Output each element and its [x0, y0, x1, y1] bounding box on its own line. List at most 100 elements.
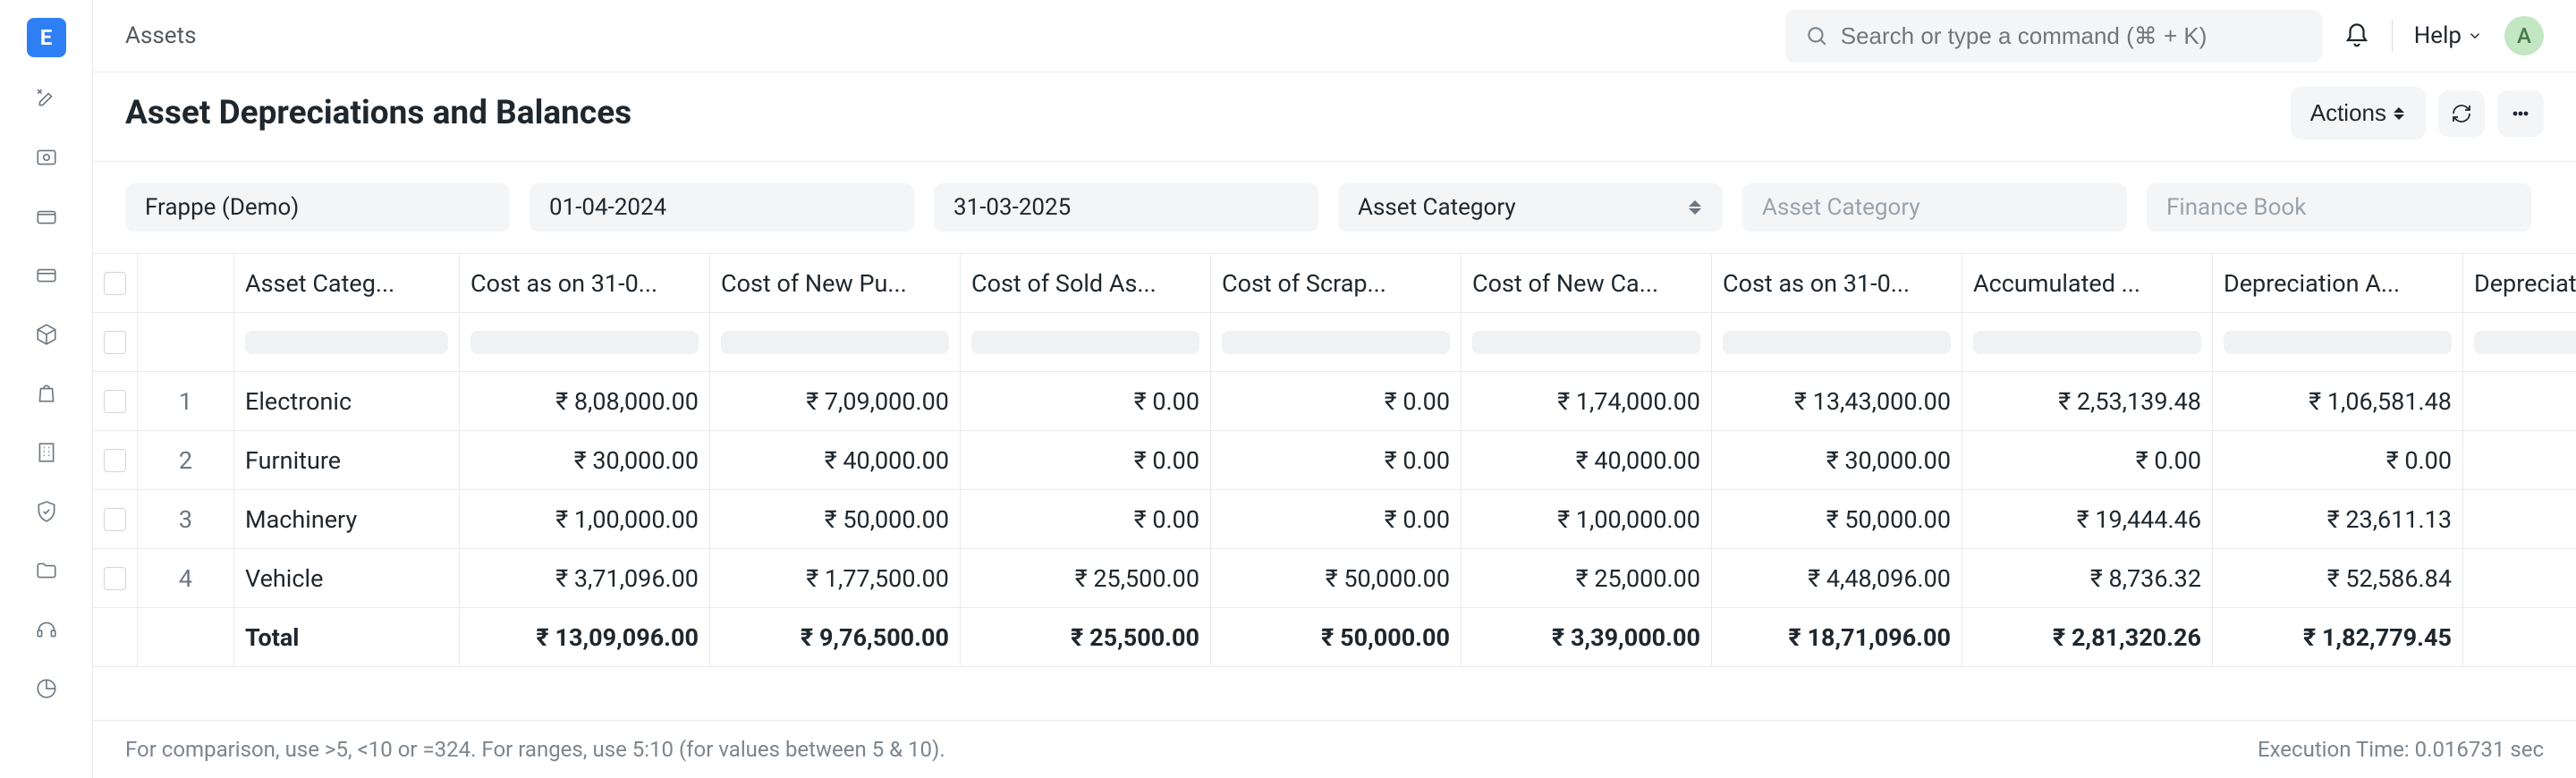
actions-button[interactable]: Actions — [2291, 87, 2426, 140]
rownum — [138, 313, 234, 372]
table-cell[interactable]: ₹ 0.00 — [1211, 490, 1462, 549]
filter-cell[interactable] — [1211, 313, 1462, 372]
total-cell: ₹ 25,500.00 — [961, 608, 1211, 667]
table-cell[interactable]: Furniture — [234, 431, 460, 490]
shield-icon[interactable] — [29, 494, 64, 529]
table-cell[interactable]: ₹ 0.00 — [2213, 431, 2463, 490]
breadcrumb[interactable]: Assets — [125, 22, 197, 49]
filter-cell[interactable] — [710, 313, 961, 372]
group-by-filter[interactable]: Asset Category — [1338, 183, 1723, 232]
table-cell[interactable]: ₹ 2,53,139.48 — [1962, 372, 2213, 431]
to-date-filter[interactable]: 31-03-2025 — [934, 183, 1318, 232]
wallet-icon[interactable] — [29, 199, 64, 234]
building-icon[interactable] — [29, 435, 64, 470]
table-cell[interactable]: ₹ 3,71,096.00 — [460, 549, 710, 608]
table-cell[interactable]: ₹ 0.00 — [1211, 372, 1462, 431]
table-cell[interactable]: ₹ 1,00,000.00 — [1462, 490, 1712, 549]
column-header[interactable]: Cost as on 31-0... — [1712, 254, 1962, 313]
header-checkbox[interactable] — [93, 254, 138, 313]
table-cell[interactable]: ₹ 50,000.00 — [710, 490, 961, 549]
refresh-button[interactable] — [2438, 90, 2485, 137]
column-header[interactable]: Accumulated ... — [1962, 254, 2213, 313]
table-cell[interactable]: ₹ 50,000.00 — [1211, 549, 1462, 608]
row-checkbox[interactable] — [93, 549, 138, 608]
column-header[interactable]: Depreciation Elimi... — [2463, 254, 2576, 313]
row-checkbox[interactable] — [93, 431, 138, 490]
column-header[interactable]: Cost of Scrap... — [1211, 254, 1462, 313]
table-cell[interactable] — [2463, 549, 2576, 608]
bell-icon[interactable] — [2343, 22, 2370, 49]
headset-icon[interactable] — [29, 612, 64, 647]
filter-cell[interactable] — [1712, 313, 1962, 372]
table-cell[interactable]: ₹ 0.00 — [961, 431, 1211, 490]
table-cell[interactable]: ₹ 1,77,500.00 — [710, 549, 961, 608]
filter-cell[interactable] — [2213, 313, 2463, 372]
table-cell[interactable]: ₹ 7,09,000.00 — [710, 372, 961, 431]
table-cell[interactable] — [2463, 431, 2576, 490]
filter-cell[interactable] — [1462, 313, 1712, 372]
table-cell[interactable]: ₹ 30,000.00 — [1712, 431, 1962, 490]
table-cell[interactable]: Machinery — [234, 490, 460, 549]
filter-cell[interactable] — [234, 313, 460, 372]
filters: Frappe (Demo) 01-04-2024 31-03-2025 Asse… — [93, 162, 2576, 254]
table-cell[interactable]: ₹ 25,000.00 — [1462, 549, 1712, 608]
column-header[interactable]: Cost of Sold As... — [961, 254, 1211, 313]
column-header[interactable]: Depreciation A... — [2213, 254, 2463, 313]
table-cell[interactable]: ₹ 40,000.00 — [1462, 431, 1712, 490]
table-cell[interactable]: ₹ 25,500.00 — [961, 549, 1211, 608]
table-cell[interactable]: ₹ 0.00 — [961, 490, 1211, 549]
chart-icon[interactable] — [29, 671, 64, 706]
table-cell[interactable]: ₹ 23,611.13 — [2213, 490, 2463, 549]
table-cell[interactable]: ₹ 52,586.84 — [2213, 549, 2463, 608]
table-cell[interactable]: ₹ 1,74,000.00 — [1462, 372, 1712, 431]
table-cell[interactable]: ₹ 19,444.46 — [1962, 490, 2213, 549]
filter-cell[interactable] — [961, 313, 1211, 372]
asset-category-filter[interactable]: Asset Category — [1742, 183, 2127, 232]
table-cell[interactable]: ₹ 0.00 — [1962, 431, 2213, 490]
column-header[interactable]: Cost of New Pu... — [710, 254, 961, 313]
finance-book-filter[interactable]: Finance Book — [2147, 183, 2531, 232]
avatar[interactable]: A — [2504, 16, 2544, 55]
table-cell[interactable]: ₹ 8,736.32 — [1962, 549, 2213, 608]
table-cell[interactable]: ₹ 1,06,581.48 — [2213, 372, 2463, 431]
package-icon[interactable] — [29, 317, 64, 352]
filter-cell[interactable] — [1962, 313, 2213, 372]
actions-label: Actions — [2310, 99, 2386, 127]
table-cell[interactable]: ₹ 40,000.00 — [710, 431, 961, 490]
row-checkbox[interactable] — [93, 372, 138, 431]
bag-icon[interactable] — [29, 376, 64, 411]
chevron-down-icon — [2467, 28, 2483, 44]
help-button[interactable]: Help — [2414, 22, 2483, 49]
card-icon[interactable] — [29, 258, 64, 293]
table-cell[interactable]: ₹ 50,000.00 — [1712, 490, 1962, 549]
dashboard-icon[interactable] — [29, 140, 64, 175]
table-cell[interactable]: ₹ 0.00 — [961, 372, 1211, 431]
table-cell[interactable]: Electronic — [234, 372, 460, 431]
table-cell[interactable]: ₹ 4,48,096.00 — [1712, 549, 1962, 608]
table-cell[interactable]: ₹ 30,000.00 — [460, 431, 710, 490]
table-cell[interactable] — [2463, 490, 2576, 549]
from-date-filter[interactable]: 01-04-2024 — [530, 183, 914, 232]
table-cell[interactable] — [2463, 372, 2576, 431]
column-header[interactable]: Cost as on 31-0... — [460, 254, 710, 313]
table-cell[interactable]: ₹ 1,00,000.00 — [460, 490, 710, 549]
search-box[interactable] — [1785, 10, 2322, 63]
column-header[interactable]: Cost of New Ca... — [1462, 254, 1712, 313]
search-input[interactable] — [1841, 22, 2302, 50]
table-cell[interactable]: Vehicle — [234, 549, 460, 608]
more-button[interactable] — [2497, 90, 2544, 137]
column-header[interactable]: Asset Categ... — [234, 254, 460, 313]
tools-icon[interactable] — [29, 80, 64, 116]
filter-cell[interactable] — [460, 313, 710, 372]
app-logo[interactable]: E — [27, 18, 66, 57]
row-checkbox[interactable] — [93, 313, 138, 372]
table-cell[interactable]: ₹ 8,08,000.00 — [460, 372, 710, 431]
filter-cell[interactable] — [2463, 313, 2576, 372]
company-filter[interactable]: Frappe (Demo) — [125, 183, 510, 232]
total-cell — [2463, 608, 2576, 667]
select-icon — [2394, 107, 2406, 120]
table-cell[interactable]: ₹ 13,43,000.00 — [1712, 372, 1962, 431]
folder-icon[interactable] — [29, 553, 64, 588]
row-checkbox[interactable] — [93, 490, 138, 549]
table-cell[interactable]: ₹ 0.00 — [1211, 431, 1462, 490]
